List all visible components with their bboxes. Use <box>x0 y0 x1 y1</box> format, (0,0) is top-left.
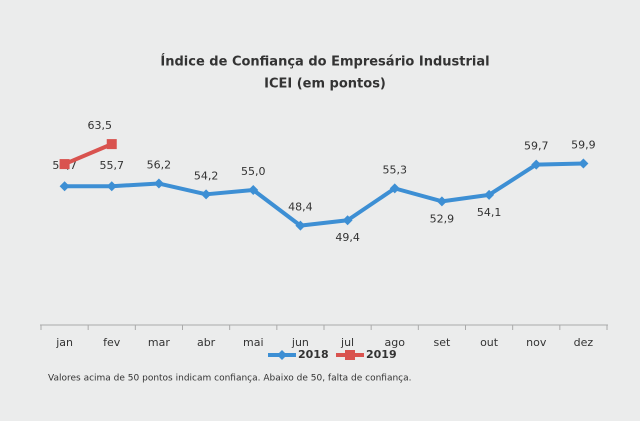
x-tick-label: jun <box>291 336 309 349</box>
data-label: 49,4 <box>335 231 360 244</box>
marker <box>201 189 212 200</box>
marker <box>106 181 117 192</box>
marker <box>436 196 447 207</box>
legend-marker <box>277 350 287 360</box>
marker <box>578 158 589 169</box>
x-tick-label: jan <box>55 336 73 349</box>
legend-marker <box>345 350 355 360</box>
data-label: 55,0 <box>241 165 266 178</box>
marker <box>295 220 306 231</box>
legend-label: 2019 <box>366 348 397 361</box>
data-label: 59,9 <box>571 139 596 152</box>
chart-title: Índice de Confiança do Empresário Indust… <box>160 54 489 70</box>
x-tick-label: mar <box>148 336 170 349</box>
x-tick-label: fev <box>103 336 121 349</box>
x-tick-label: nov <box>526 336 547 349</box>
data-label: 52,9 <box>430 212 455 225</box>
x-tick-label: jul <box>340 336 354 349</box>
x-tick-label: ago <box>385 336 406 349</box>
x-tick-label: mai <box>243 336 264 349</box>
marker <box>484 189 495 200</box>
series-line <box>63 142 113 166</box>
marker <box>389 183 400 194</box>
marker <box>106 139 117 150</box>
data-label: 56,2 <box>147 159 172 172</box>
marker <box>531 159 542 170</box>
x-tick-label: set <box>434 336 451 349</box>
data-label: 48,4 <box>288 201 313 214</box>
legend-label: 2018 <box>298 348 329 361</box>
data-label: 54,2 <box>194 169 219 182</box>
data-label: 54,1 <box>477 206 502 219</box>
data-label: 63,5 <box>88 119 113 132</box>
marker <box>248 185 259 195</box>
x-tick-label: abr <box>197 336 216 349</box>
x-tick-label: dez <box>574 336 594 349</box>
series-line <box>64 161 584 228</box>
chart-subtitle: ICEI (em pontos) <box>264 77 386 92</box>
footnote: Valores acima de 50 pontos indicam confi… <box>48 374 412 384</box>
data-label: 55,3 <box>383 163 408 176</box>
marker <box>153 178 164 189</box>
marker <box>342 215 353 226</box>
x-tick-label: out <box>480 336 499 349</box>
marker <box>59 159 70 170</box>
data-label: 55,7 <box>100 159 125 172</box>
data-label: 59,7 <box>524 140 549 153</box>
marker <box>59 181 70 192</box>
